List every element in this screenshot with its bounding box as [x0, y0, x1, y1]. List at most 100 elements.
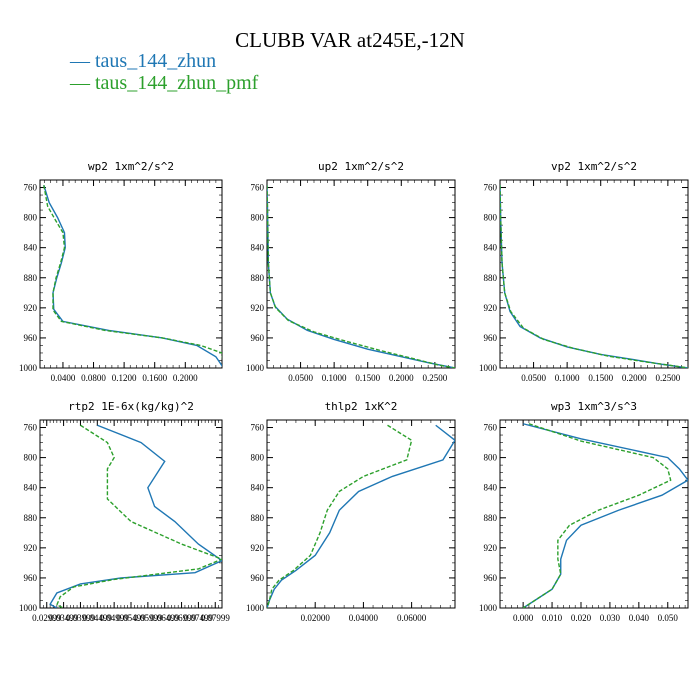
y-tick-label: 960	[484, 573, 498, 583]
y-tick-label: 880	[24, 273, 38, 283]
x-tick-label: 0.2000	[389, 373, 414, 383]
panel-6: wp3 1xm^3/s^3 760 800 840 880 920 960 1000 0.000…	[479, 400, 689, 623]
x-tick-label: 0.2000	[622, 373, 647, 383]
series-line-zhun-pmf	[43, 185, 222, 360]
x-tick-label: 0.010	[542, 613, 563, 623]
plot-frame	[499, 419, 689, 609]
x-tick-label: 0.040	[629, 613, 650, 623]
panel-4: rtp2 1E-6x(kg/kg)^2 760 800 840 880 920 960 100…	[19, 400, 230, 623]
y-tick-label: 920	[24, 303, 38, 313]
plot-frame	[39, 419, 223, 609]
y-tick-label: 920	[484, 303, 498, 313]
y-tick-label: 920	[251, 543, 265, 553]
x-tick-label: 0.07999	[201, 613, 231, 623]
legend-item-zhun-pmf: — taus_144_zhun_pmf	[70, 72, 258, 95]
x-tick-label: 0.030	[600, 613, 621, 623]
y-tick-label: 880	[484, 273, 498, 283]
panel-title: up2 1xm^2/s^2	[318, 160, 404, 173]
y-tick-label: 1000	[246, 363, 265, 373]
panel-title: vp2 1xm^2/s^2	[551, 160, 637, 173]
plot-frame	[266, 419, 456, 609]
x-tick-label: 0.02000	[301, 613, 331, 623]
x-tick-label: 0.1200	[112, 373, 137, 383]
legend-label: taus_144_zhun_pmf	[95, 72, 259, 94]
y-tick-label: 960	[251, 333, 265, 343]
x-tick-label: 0.1500	[588, 373, 613, 383]
y-tick-label: 840	[484, 483, 498, 493]
x-tick-label: 0.1000	[555, 373, 580, 383]
x-tick-label: 0.03999	[66, 613, 96, 623]
panel-title: rtp2 1E-6x(kg/kg)^2	[68, 400, 194, 413]
panel-5: thlp2 1xK^2 760 800 840 880 920 960 1000 0.02000…	[246, 400, 456, 623]
panel-title: thlp2 1xK^2	[325, 400, 398, 413]
x-tick-label: 0.06999	[167, 613, 197, 623]
x-tick-label: 0.000	[513, 613, 534, 623]
series-line-zhun	[49, 424, 222, 608]
x-tick-label: 0.0800	[81, 373, 106, 383]
y-tick-label: 920	[24, 543, 38, 553]
y-tick-label: 800	[24, 213, 38, 223]
x-tick-label: 0.02999	[32, 613, 62, 623]
series-line-zhun-pmf	[500, 185, 688, 368]
y-tick-label: 760	[251, 423, 265, 433]
plot-frame	[39, 179, 223, 369]
y-tick-label: 760	[251, 183, 265, 193]
y-tick-label: 840	[24, 243, 38, 253]
x-tick-label: 0.1500	[355, 373, 380, 383]
y-tick-label: 760	[24, 423, 38, 433]
panel-1: wp2 1xm^2/s^2 760 800 840 880 920 960 1000 0.040…	[19, 160, 223, 383]
x-tick-label: 0.06499	[150, 613, 180, 623]
series-line-zhun-pmf	[522, 423, 672, 608]
y-tick-label: 760	[484, 183, 498, 193]
y-tick-label: 1000	[246, 603, 265, 613]
y-tick-label: 800	[24, 453, 38, 463]
panel-title: wp2 1xm^2/s^2	[88, 160, 174, 173]
x-tick-label: 0.0500	[521, 373, 546, 383]
y-tick-label: 920	[484, 543, 498, 553]
x-tick-label: 0.07499	[184, 613, 214, 623]
plot-frame	[499, 179, 689, 369]
legend-label: taus_144_zhun	[95, 50, 217, 72]
x-tick-label: 0.2500	[655, 373, 680, 383]
y-tick-label: 800	[251, 213, 265, 223]
y-tick-label: 840	[484, 243, 498, 253]
series-line-zhun-pmf	[55, 424, 222, 608]
y-tick-label: 880	[484, 513, 498, 523]
y-tick-label: 840	[251, 483, 265, 493]
x-tick-label: 0.04000	[349, 613, 379, 623]
y-tick-label: 840	[251, 243, 265, 253]
y-tick-label: 960	[251, 573, 265, 583]
y-tick-label: 960	[24, 573, 38, 583]
plot-frame	[266, 179, 456, 369]
y-tick-label: 800	[484, 213, 498, 223]
y-tick-label: 760	[24, 183, 38, 193]
x-tick-label: 0.04499	[83, 613, 113, 623]
panel-3: vp2 1xm^2/s^2 760 800 840 880 920 960 1000 0.050…	[479, 160, 689, 383]
x-tick-label: 0.020	[571, 613, 592, 623]
y-tick-label: 1000	[479, 363, 498, 373]
y-tick-label: 840	[24, 483, 38, 493]
series-line-zhun	[500, 185, 688, 368]
x-tick-label: 0.0400	[51, 373, 76, 383]
legend-swatch: —	[70, 72, 95, 94]
series-line-zhun	[43, 185, 222, 367]
panel-title: wp3 1xm^3/s^3	[551, 400, 637, 413]
legend-item-zhun: — taus_144_zhun	[70, 50, 216, 73]
x-tick-label: 0.03499	[49, 613, 79, 623]
y-tick-label: 880	[251, 273, 265, 283]
x-tick-label: 0.2500	[422, 373, 447, 383]
legend-swatch: —	[70, 50, 95, 72]
series-line-zhun-pmf	[267, 185, 455, 368]
x-tick-label: 0.05499	[116, 613, 146, 623]
y-tick-label: 920	[251, 303, 265, 313]
y-tick-label: 1000	[479, 603, 498, 613]
y-tick-label: 960	[484, 333, 498, 343]
y-tick-label: 880	[24, 513, 38, 523]
x-tick-label: 0.04999	[100, 613, 130, 623]
x-tick-label: 0.1600	[142, 373, 167, 383]
x-tick-label: 0.05999	[133, 613, 163, 623]
y-tick-label: 800	[251, 453, 265, 463]
x-tick-label: 0.2000	[173, 373, 198, 383]
y-tick-label: 960	[24, 333, 38, 343]
